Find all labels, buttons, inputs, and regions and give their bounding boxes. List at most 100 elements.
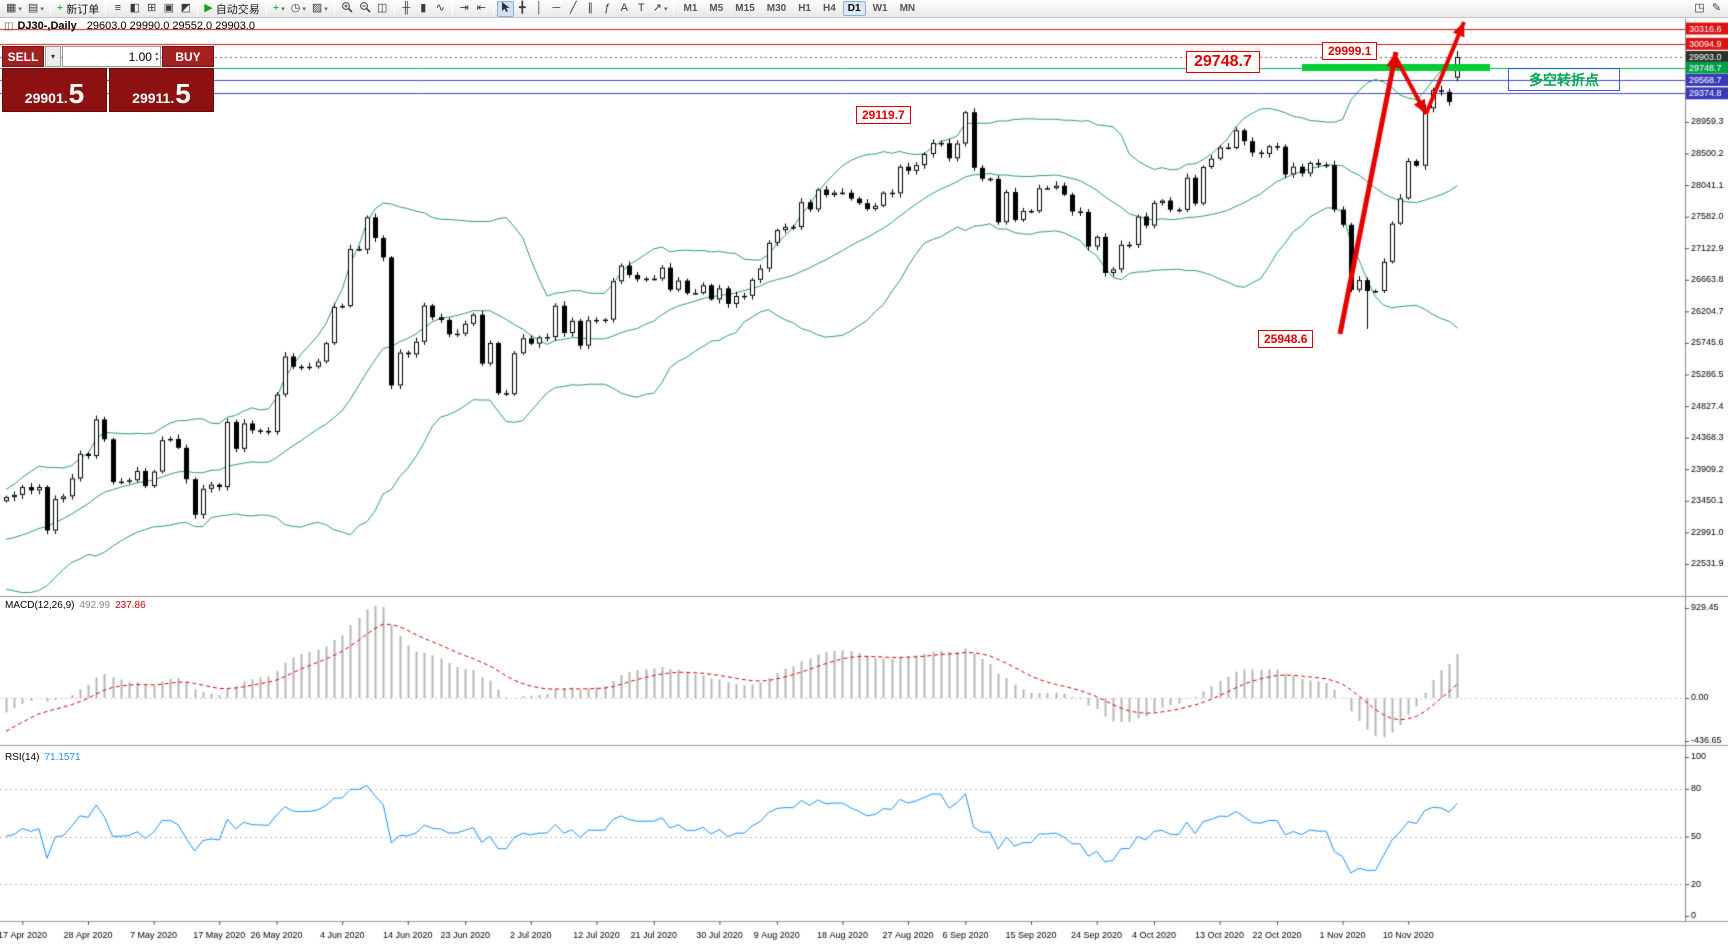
toolbar-separator (333, 2, 335, 15)
templates-icon-caret[interactable]: ▾ (324, 5, 328, 13)
auto-scroll-icon[interactable]: ⇥ (456, 1, 473, 17)
arrows-icon-caret[interactable]: ▾ (663, 5, 668, 13)
vertical-line-icon: │ (535, 2, 543, 14)
cursor-icon[interactable] (496, 0, 514, 17)
indicators-icon[interactable]: + ▾ (270, 1, 288, 17)
navigator-icon[interactable]: ⊞ (143, 1, 160, 17)
terminal-icon: ▣ (163, 2, 174, 14)
trendline-icon[interactable]: ╱ (565, 1, 582, 17)
periods-icon-caret[interactable]: ▾ (302, 5, 306, 13)
new-chart-icon-caret[interactable]: ▾ (18, 5, 22, 13)
zoom-in-icon[interactable] (338, 1, 356, 17)
toolbar-misc-icon-1[interactable]: ◳ (1691, 1, 1708, 17)
autotrading-button-glyph: ▶ (204, 2, 213, 14)
channel-icon[interactable]: ∥ (582, 1, 599, 17)
timeframe-d1[interactable]: D1 (842, 1, 866, 16)
step-up-icon[interactable]: ▴ (154, 50, 158, 57)
autotrading-button[interactable]: ▶ 自动交易 (201, 1, 262, 17)
buy-button[interactable]: BUY (162, 46, 214, 67)
periods-icon[interactable]: ◷ ▾ (288, 1, 309, 17)
macd-main-value: 492.99 (79, 600, 111, 611)
price-label-29119[interactable]: 29119.7 (856, 106, 911, 124)
profiles-icon-caret[interactable]: ▾ (40, 5, 44, 13)
line-chart-icon: ∿ (435, 2, 445, 14)
volume-stepper[interactable]: ▴ ▾ (155, 51, 158, 63)
toolbar-separator (105, 2, 107, 15)
price-label-29999[interactable]: 29999.1 (1322, 42, 1378, 60)
profiles-icon: ▤ (27, 2, 39, 14)
turning-point-label[interactable]: 多空转折点 (1508, 68, 1620, 91)
new-chart-icon[interactable]: ▦ ▾ (3, 1, 25, 17)
buy-price-big-digit: 5 (175, 78, 191, 110)
chart-ohlc-values: 29603.0 29990.0 29552.0 29903.0 (86, 20, 255, 32)
sell-button[interactable]: SELL (2, 46, 44, 67)
auto-scroll-icon: ⇥ (459, 2, 469, 14)
label-icon: T (637, 2, 645, 14)
buy-price-button[interactable]: 29911. 5 (109, 68, 214, 112)
toolbar-separator (673, 2, 675, 15)
label-icon[interactable]: T (633, 1, 650, 17)
chart-title: ◫ DJ30-,Daily 29603.0 29990.0 29552.0 29… (4, 20, 255, 32)
market-watch-icon: ≡ (114, 2, 121, 14)
timeframe-m1[interactable]: M1 (683, 3, 698, 14)
navigator-icon: ⊞ (147, 2, 157, 14)
autotrading-button-label: 自动交易 (215, 3, 260, 16)
fibonacci-icon[interactable]: ƒ (599, 1, 616, 17)
toolbar-separator (197, 2, 199, 15)
indicators-icon: + (272, 2, 280, 14)
bar-chart-icon[interactable]: ╫ (398, 1, 415, 17)
timeframe-m30[interactable]: M30 (766, 3, 787, 14)
support-level-label-29748[interactable]: 29748.7 (1186, 51, 1260, 73)
crosshair-icon: ╋ (518, 2, 526, 14)
candlestick-icon: ▮ (420, 2, 427, 14)
price-label-25948[interactable]: 25948.6 (1258, 330, 1314, 348)
timeframe-mn[interactable]: MN (899, 3, 916, 14)
chevron-down-icon: ▾ (50, 52, 55, 61)
buy-price-main: 29911. (132, 89, 175, 106)
tile-windows-icon: ◫ (377, 2, 388, 14)
chart-shift-icon: ⇤ (476, 2, 486, 14)
toolbar-right-group: ◳ ✎ (1691, 1, 1725, 17)
profiles-icon[interactable]: ▤ ▾ (25, 1, 47, 17)
market-watch-icon[interactable]: ≡ (109, 1, 126, 17)
candlestick-icon[interactable]: ▮ (415, 1, 432, 17)
arrows-icon[interactable]: ↗ ▾ (650, 1, 671, 17)
horizontal-line-icon[interactable]: ─ (548, 1, 565, 17)
toolbar-separator (451, 2, 453, 15)
sell-price-button[interactable]: 29901. 5 (2, 68, 107, 112)
fibonacci-icon: ƒ (604, 2, 611, 14)
line-chart-icon[interactable]: ∿ (432, 1, 449, 17)
timeframe-w1[interactable]: W1 (872, 3, 888, 14)
tile-windows-icon[interactable]: ◫ (374, 1, 391, 17)
macd-indicator-label: MACD(12,26,9) 492.99 237.86 (5, 600, 146, 611)
rsi-value: 71.1571 (44, 752, 81, 763)
terminal-icon[interactable]: ▣ (160, 1, 177, 17)
chart-symbol-period: DJ30-,Daily (17, 20, 77, 32)
step-down-icon[interactable]: ▾ (154, 56, 158, 63)
crosshair-icon[interactable]: ╋ (514, 1, 531, 17)
toolbar-misc-icon-1-glyph: ◳ (1694, 2, 1705, 14)
vertical-line-icon[interactable]: │ (531, 1, 548, 17)
timeframe-m5[interactable]: M5 (709, 3, 724, 14)
new-order-button[interactable]: + 新订单 (54, 1, 102, 17)
chart-shift-icon[interactable]: ⇤ (473, 1, 490, 17)
timeframe-h1[interactable]: H1 (798, 3, 811, 14)
order-type-dropdown[interactable]: ▾ (45, 46, 61, 67)
channel-icon: ∥ (587, 2, 594, 14)
zoom-out-icon[interactable] (356, 1, 374, 17)
strategy-tester-icon: ◩ (180, 2, 191, 14)
periods-icon: ◷ (290, 2, 301, 14)
timeframe-m15[interactable]: M15 (735, 3, 755, 14)
timeframe-h4[interactable]: H4 (823, 3, 836, 14)
indicators-icon-caret[interactable]: ▾ (281, 5, 285, 13)
text-icon[interactable]: A (616, 1, 633, 17)
macd-signal-value: 237.86 (115, 600, 146, 611)
toolbar-misc-icon-2[interactable]: ✎ (1708, 1, 1725, 17)
volume-input[interactable]: 1.00 ▴ ▾ (62, 46, 161, 67)
new-order-button-glyph: + (56, 2, 64, 14)
data-window-icon[interactable]: ◧ (126, 1, 143, 17)
strategy-tester-icon[interactable]: ◩ (177, 1, 194, 17)
toolbar-misc-icon-2-glyph: ✎ (1711, 2, 1722, 14)
templates-icon[interactable]: ▨ ▾ (309, 1, 331, 17)
